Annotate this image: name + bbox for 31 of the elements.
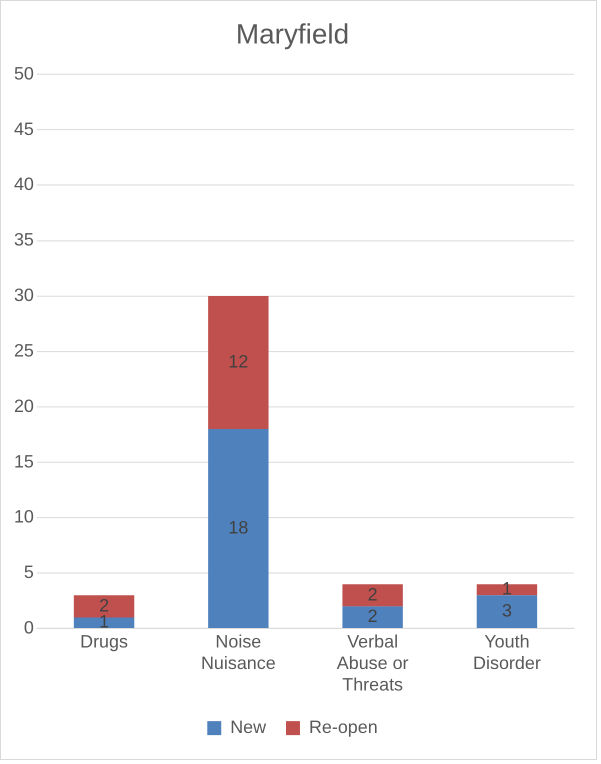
- y-tick-label: 20: [14, 396, 34, 416]
- x-tick-label: Noise Nuisance: [200, 631, 276, 673]
- x-tick-label: Verbal Abuse or Threats: [336, 631, 409, 694]
- bar: [476, 595, 538, 628]
- data-label: 18: [228, 518, 248, 538]
- y-tick-label: 40: [14, 174, 34, 194]
- legend-label: Re-open: [308, 717, 378, 738]
- bar: [208, 296, 269, 430]
- bar: [208, 429, 269, 628]
- data-label: 2: [368, 606, 378, 626]
- data-label: 12: [228, 352, 248, 372]
- data-label: 1: [502, 578, 512, 599]
- bar: [74, 617, 134, 628]
- data-label: 3: [502, 600, 512, 621]
- bar: [342, 606, 403, 628]
- y-tick-label: 35: [14, 230, 34, 250]
- bar: [476, 584, 538, 596]
- y-tick-label: 15: [14, 451, 34, 472]
- y-tick-label: 25: [14, 340, 34, 360]
- bar: [342, 584, 403, 606]
- legend-label: New: [230, 717, 266, 738]
- y-tick-label: 0: [24, 617, 34, 638]
- data-label: 2: [368, 584, 378, 604]
- x-tick-label: Youth Disorder: [473, 631, 541, 673]
- y-tick-label: 50: [14, 63, 34, 84]
- x-tick-label: Drugs: [80, 631, 128, 652]
- chart-title: Maryfield: [236, 18, 350, 50]
- y-tick-label: 5: [24, 562, 34, 582]
- y-tick-label: 45: [14, 118, 34, 139]
- y-tick-label: 10: [14, 506, 34, 527]
- y-tick-label: 30: [14, 285, 34, 306]
